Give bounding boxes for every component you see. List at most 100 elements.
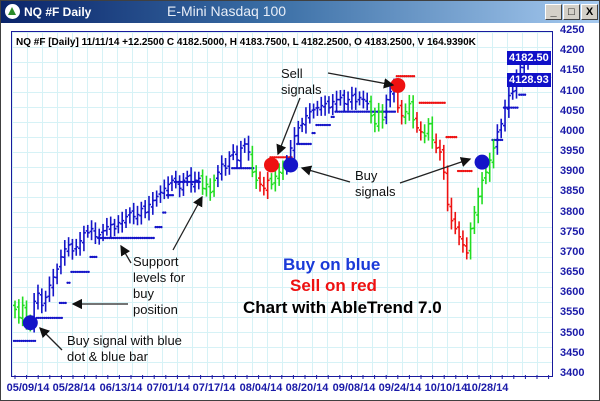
stop-level-dot [315,123,318,127]
stop-level-dot [309,142,312,146]
stop-level-dot [332,115,335,119]
stop-level-dot [424,101,427,105]
price-bar [487,152,492,182]
minimize-button[interactable]: _ [545,4,562,20]
price-bar [101,223,106,242]
price-bar [311,103,316,119]
stop-level-dot [137,236,140,240]
price-bar [143,200,148,219]
stop-level-dot [60,316,64,320]
price-bar [319,96,324,116]
stop-level-dot [355,110,358,113]
title-bar[interactable]: NQ #F Daily E-Mini Nasdaq 100 _ □ X [1,1,599,23]
price-bar [169,175,174,192]
stop-level-dot [345,110,349,113]
ohlc-info-line: NQ #F [Daily] 11/11/14 +12.2500 C 4182.5… [16,37,476,48]
stop-level-dot [412,74,416,78]
stop-level-dot [520,93,523,96]
stop-level-dot [361,110,364,113]
stop-level-dot [275,156,278,159]
price-bar [238,140,243,168]
stop-level-dot [164,211,167,214]
maximize-button[interactable]: □ [563,4,580,20]
price-bar [146,195,151,221]
y-tick-label: 3650 [560,266,585,279]
price-bar [223,157,228,176]
price-bar [35,284,40,310]
stop-level-dot [441,101,444,105]
price-bar [200,169,205,195]
price-bar [468,222,473,260]
price-bar [189,167,194,193]
stop-level-dot [317,123,320,127]
stop-level-dot [43,316,46,320]
price-bar [177,175,182,198]
price-bar [242,138,247,153]
stop-level-dot [231,167,234,170]
price-bar [369,95,374,124]
price-bar [273,168,278,192]
stop-level-dot [320,123,324,127]
stop-level-dot [141,236,144,240]
price-bar [74,238,79,256]
price-bar [365,92,370,111]
price-bar [472,205,477,235]
stop-level-dot [74,270,77,274]
stop-level-dot [37,316,41,320]
sell-on-red-text: Sell on red [290,276,377,295]
price-bar [235,145,240,169]
sell-signal-dot [264,157,279,173]
price-bar [307,103,312,124]
stop-level-dot [349,110,353,113]
y-tick-label: 3850 [560,185,585,198]
stop-level-dot [278,156,282,159]
stop-level-dot [351,110,354,113]
stop-level-dot [83,270,87,274]
close-button[interactable]: X [581,4,598,20]
price-bar [292,127,297,159]
x-tick-label: 05/09/14 [6,382,50,394]
stop-level-dot [148,236,152,240]
price-bar [346,91,351,111]
stop-level-dot [33,339,37,343]
price-bar [166,176,171,199]
stop-level-dot [106,236,109,240]
stop-level-dot [301,142,305,146]
price-bar [246,135,251,161]
price-bar [342,89,347,113]
arrow-sell-2 [327,72,395,89]
stop-level-dot [62,301,65,305]
stop-level-dot [426,101,429,105]
stop-level-dot [366,110,370,113]
price-bar [330,94,335,116]
price-bar [104,217,109,236]
arrow-support-3 [172,195,203,251]
stop-level-dot [93,255,96,259]
stop-level-dot [232,167,236,170]
stop-level-dot [409,74,412,78]
stop-level-dot [112,236,115,240]
stop-level-dot [523,93,527,96]
price-bar [85,224,90,238]
annotation-support-levels: Support levels for buy position [133,254,186,317]
plot-area[interactable] [11,31,553,377]
y-tick-label: 4250 [560,24,585,36]
buy-signal-dot [22,315,38,331]
stop-level-dot [297,142,301,146]
stop-level-dot [58,301,62,305]
stop-level-dot [56,316,60,320]
x-tick-label: 08/20/14 [285,382,329,394]
stop-level-dot [313,131,316,135]
price-bar [453,211,458,235]
price-bar [258,171,263,192]
price-bar [93,222,98,245]
price-bar [338,90,343,106]
stop-level-dot [303,142,307,146]
stop-level-dot [328,123,332,127]
buy-signal-dot [474,154,490,170]
stop-level-dot [20,339,23,343]
stop-level-dot [129,236,132,240]
stop-level-dot [395,74,399,78]
app-icon[interactable] [5,4,20,19]
y-tick-label: 3750 [560,225,585,238]
